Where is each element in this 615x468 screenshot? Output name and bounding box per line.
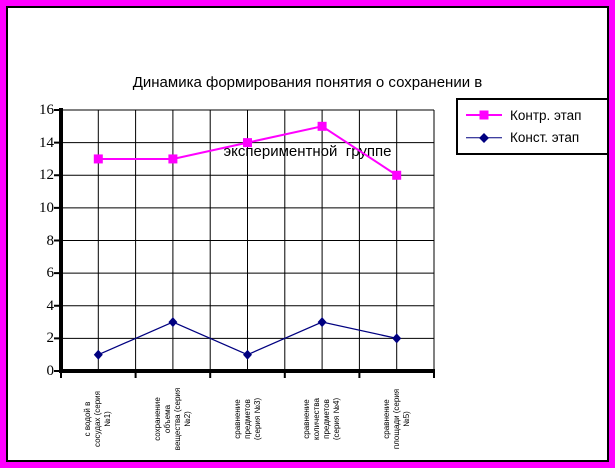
y-axis-tick-label: 6: [46, 265, 55, 282]
legend-label-kontr: Контр. этап: [510, 107, 582, 123]
legend: Контр. этап Конст. этап: [456, 98, 609, 155]
diamond-data-point-marker: [392, 333, 402, 344]
y-axis-tick-label: 16: [39, 102, 54, 118]
legend-swatch-konst: [466, 132, 502, 143]
y-axis-tick-label: 12: [39, 167, 54, 184]
chart-title: Динамика формирования понятия о сохранен…: [6, 25, 609, 209]
y-axis-tick-label: 14: [39, 134, 54, 151]
x-axis-category-label: сравнение количества предметов (серия №4…: [302, 397, 342, 441]
y-axis-tick-label: 4: [46, 297, 55, 314]
legend-item-konst-etap: Конст. этап: [466, 130, 607, 145]
chart-title-line-1: Динамика формирования понятия о сохранен…: [132, 74, 483, 91]
x-axis-category-label: с водой в сосудах (серия №1): [83, 391, 113, 447]
x-axis-category-label: сохранение объема вещества (серия №2): [152, 387, 192, 451]
diamond-data-point-marker: [317, 317, 327, 328]
legend-swatch-kontr: [466, 110, 502, 121]
chart-canvas: [54, 108, 435, 378]
y-axis-tick-label: 10: [39, 199, 54, 216]
y-axis-tick-label: 2: [46, 330, 55, 347]
legend-item-kontr-etap: Контр. этап: [466, 108, 607, 123]
square-data-point-marker: [392, 170, 402, 180]
y-axis-tick-label: 8: [46, 232, 55, 249]
diamond-data-point-marker: [168, 317, 178, 328]
diamond-marker-icon: [479, 132, 489, 143]
diamond-data-point-marker: [243, 349, 252, 360]
plot-area: [54, 108, 435, 378]
square-data-point-marker: [243, 138, 252, 148]
x-axis-category-label: сравнение предметов (серия №3): [232, 397, 262, 441]
square-data-point-marker: [168, 154, 178, 164]
square-data-point-marker: [317, 121, 327, 131]
legend-label-konst: Конст. этап: [510, 130, 580, 146]
x-axis-category-label: сравнение площади (серия №5): [381, 388, 411, 450]
chart-title-line-2: экспериментной группе: [223, 143, 392, 160]
square-data-point-marker: [93, 154, 103, 164]
square-marker-icon: [479, 110, 489, 120]
y-axis-tick-label: 0: [46, 363, 55, 379]
diamond-data-point-marker: [93, 349, 103, 360]
